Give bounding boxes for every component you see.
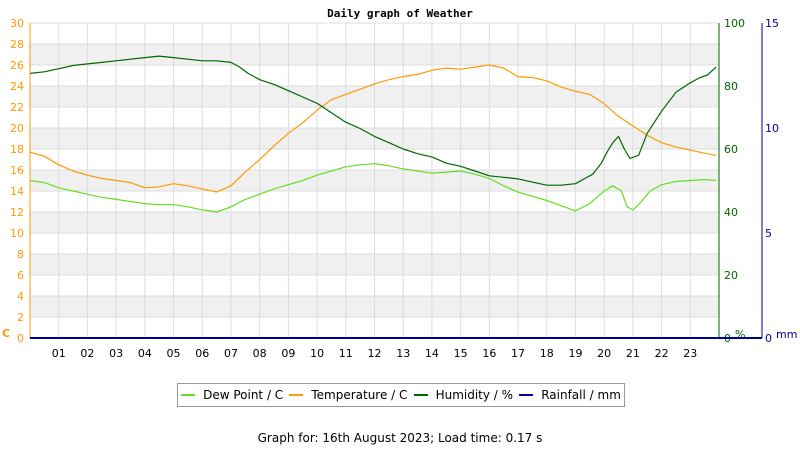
temp-tick-label: 18 [10,143,24,156]
temp-tick-label: 24 [10,80,24,93]
x-tick-label: 03 [109,347,123,360]
x-tick-label: 04 [138,347,152,360]
x-tick-label: 19 [568,347,582,360]
x-tick-label: 18 [540,347,554,360]
rain-tick-label: 15 [765,17,779,30]
temp-tick-label: 16 [10,164,24,177]
temp-tick-label: 22 [10,101,24,114]
x-tick-label: 05 [167,347,181,360]
temp-tick-label: 2 [17,311,24,324]
legend-item: Temperature / C [289,388,407,402]
x-tick-label: 23 [683,347,697,360]
x-tick-label: 15 [454,347,468,360]
x-tick-label: 20 [597,347,611,360]
temp-tick-label: 28 [10,38,24,51]
legend-swatch [413,394,428,396]
legend-swatch [289,394,304,396]
x-tick-label: 13 [396,347,410,360]
legend-label: Humidity / % [435,388,514,402]
humidity-tick-label: 80 [724,80,738,93]
series-line [29,64,717,193]
legend-item: Humidity / % [413,388,514,402]
legend-label: Dew Point / C [203,388,284,402]
footer-status: Graph for: 16th August 2023; Load time: … [257,431,543,445]
x-tick-label: 06 [195,347,209,360]
x-tick-label: 09 [281,347,295,360]
temp-tick-label: 12 [10,206,24,219]
rain-tick-label: 0 [765,332,772,345]
x-tick-label: 14 [425,347,439,360]
series-line [29,55,717,186]
x-tick-label: 21 [626,347,640,360]
legend-swatch [181,394,196,396]
x-tick-label: 11 [339,347,353,360]
x-tick-label: 16 [482,347,496,360]
humidity-tick-label: 60 [724,143,738,156]
chart-title: Daily graph of Weather [327,7,473,20]
legend: Dew Point / C Temperature / C Humidity / %… [177,383,625,407]
legend-swatch [519,394,534,396]
x-tick-label: 01 [52,347,66,360]
temp-tick-label: 0 [17,332,24,345]
humidity-tick-label: 20 [724,269,738,282]
legend-label: Rainfall / mm [541,388,621,402]
temp-tick-label: 14 [10,185,24,198]
humidity-tick-label: 100 [724,17,745,30]
legend-item: Dew Point / C [181,388,283,402]
x-tick-label: 08 [253,347,267,360]
temp-tick-label: 30 [10,17,24,30]
humidity-axis-label: % [735,328,745,341]
temp-tick-label: 4 [17,290,24,303]
legend-item: Rainfall / mm [519,388,621,402]
temp-tick-label: 26 [10,59,24,72]
rain-axis-label: mm [776,328,797,341]
grid [30,22,719,338]
legend-label: Temperature / C [311,388,408,402]
x-tick-label: 10 [310,347,324,360]
axes: 01 02 03 04 05 06 07 08 09 10 11 12 13 14 15 16 17 18 19 20… [2,17,797,360]
rain-tick-label: 5 [765,227,772,240]
rain-tick-label: 10 [765,122,779,135]
temp-axis-label: C [2,327,10,340]
x-tick-label: 02 [80,347,94,360]
series-line [29,163,717,213]
x-tick-label: 17 [511,347,525,360]
temp-tick-label: 20 [10,122,24,135]
temp-tick-label: 6 [17,269,24,282]
temp-tick-label: 10 [10,227,24,240]
x-tick-label: 22 [655,347,669,360]
temp-tick-label: 8 [17,248,24,261]
humidity-tick-label: 40 [724,206,738,219]
x-tick-label: 12 [368,347,382,360]
x-tick-label: 07 [224,347,238,360]
